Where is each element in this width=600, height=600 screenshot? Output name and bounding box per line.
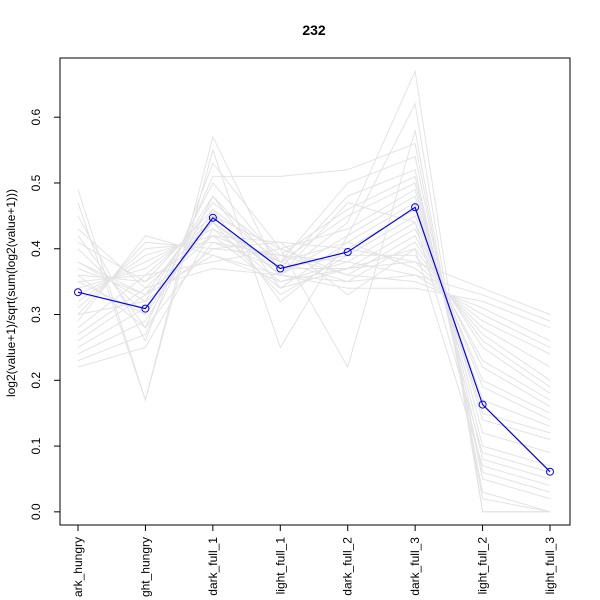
background-series-line: [77, 234, 551, 401]
background-series-line: [77, 195, 551, 440]
background-series-line: [77, 208, 551, 368]
background-series-line: [77, 102, 550, 513]
background-series-line: [77, 221, 551, 414]
x-tick-label: dark_full_2: [341, 537, 355, 596]
background-series-line: [77, 208, 551, 427]
x-tick-label: dark_full_3: [408, 537, 422, 596]
y-tick-label: 0.5: [29, 174, 43, 191]
y-tick-label: 0.0: [29, 503, 43, 520]
x-tick-label: light_full_3: [543, 537, 557, 595]
highlight-series-point: [411, 203, 420, 212]
background-series-line: [77, 228, 551, 368]
background-series-line: [77, 234, 551, 388]
y-tick-label: 0.3: [29, 306, 43, 323]
background-series-group: [77, 69, 551, 513]
highlight-series-point: [208, 213, 217, 222]
x-tick-label: ark_hungry: [71, 537, 85, 597]
y-tick-label: 0.4: [29, 240, 43, 257]
x-tick-label: ght_hungry: [138, 537, 152, 597]
background-series-line: [77, 202, 551, 473]
x-axis: ark_hungry ght_hungry dark_full_1 light_ful…: [71, 525, 557, 597]
background-series-line: [77, 221, 551, 381]
x-tick-label: light_full_2: [476, 537, 490, 595]
background-series-line: [77, 254, 551, 329]
background-series-line: [77, 201, 551, 434]
highlight-series-group: [74, 203, 554, 476]
y-tick-label: 0.1: [29, 437, 43, 454]
background-series-line: [77, 235, 551, 322]
background-series-line: [77, 175, 551, 480]
highlight-series-point: [546, 467, 554, 476]
highlight-series-point: [478, 400, 487, 409]
highlight-series-line: [77, 206, 551, 473]
x-tick-label: light_full_1: [273, 537, 287, 595]
y-tick-label: 0.6: [29, 109, 43, 126]
highlight-series-point: [343, 248, 352, 256]
chart-title: 232: [302, 22, 326, 38]
x-tick-label: dark_full_1: [206, 537, 220, 596]
highlight-series-point: [141, 304, 150, 313]
y-axis-label: log2(value+1)/sqrt(sum(log2(value+1))): [4, 189, 18, 397]
highlight-series-point: [276, 264, 285, 273]
y-axis: 0.0 0.1 0.2 0.3 0.4 0.5 0.6: [29, 109, 61, 520]
y-tick-label: 0.2: [29, 372, 43, 389]
highlight-series-point: [74, 288, 82, 297]
background-series-line: [77, 241, 551, 342]
